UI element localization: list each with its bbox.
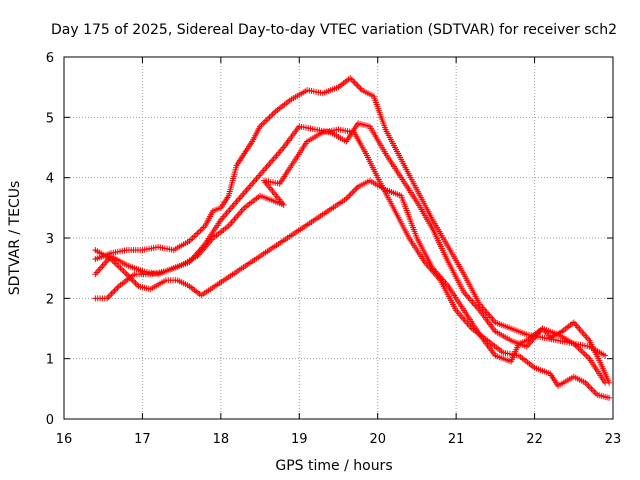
y-tick-label: 4 <box>46 172 54 187</box>
x-tick-label: 21 <box>448 432 465 447</box>
data-point <box>349 189 356 196</box>
data-point <box>583 352 590 359</box>
data-point <box>352 186 359 193</box>
x-tick-label: 16 <box>56 432 73 447</box>
data-point <box>261 118 268 125</box>
data-point <box>131 278 138 285</box>
data-point <box>356 84 363 91</box>
data-point <box>577 346 584 353</box>
x-tick-label: 22 <box>526 432 543 447</box>
data-point <box>192 231 199 238</box>
x-tick-label: 18 <box>213 432 230 447</box>
grid <box>64 57 613 419</box>
y-tick-label: 3 <box>46 232 54 247</box>
data-point <box>591 388 598 395</box>
data-point <box>120 268 127 275</box>
data-point <box>346 192 353 199</box>
data-points <box>92 75 613 401</box>
data-point <box>189 235 196 241</box>
tick-marks <box>63 56 614 420</box>
data-point <box>344 194 351 201</box>
data-point <box>348 76 355 83</box>
data-point <box>111 259 118 266</box>
data-point <box>122 269 129 276</box>
data-point <box>606 379 613 386</box>
x-tick-label: 20 <box>369 432 386 447</box>
data-point <box>107 292 114 299</box>
data-point <box>269 111 276 118</box>
data-point <box>271 109 278 116</box>
data-point <box>266 114 273 121</box>
data-point <box>112 286 119 293</box>
data-point <box>110 289 117 296</box>
data-point <box>584 354 591 361</box>
data-point <box>199 225 206 232</box>
series-track-c <box>92 126 613 401</box>
x-axis-label: GPS time / hours <box>275 458 392 474</box>
data-point <box>581 351 588 358</box>
data-point <box>589 387 596 394</box>
y-tick-label: 6 <box>46 51 54 66</box>
data-point <box>119 266 126 273</box>
data-point <box>197 227 204 234</box>
data-point <box>354 82 361 89</box>
data-point <box>602 352 609 359</box>
data-point <box>588 385 595 392</box>
chart-title: Day 175 of 2025, Sidereal Day-to-day VTE… <box>51 22 617 38</box>
data-point <box>191 233 198 240</box>
y-tick-label: 2 <box>46 292 54 307</box>
data-point <box>351 79 358 86</box>
x-tick-label: 23 <box>605 432 622 447</box>
data-point <box>111 287 118 294</box>
data-point <box>268 112 275 119</box>
x-tick-label: 19 <box>291 432 308 447</box>
series-track-a <box>92 75 609 359</box>
y-tick-label: 0 <box>46 413 54 428</box>
y-tick-label: 1 <box>46 353 54 368</box>
data-point <box>347 191 354 198</box>
data-point <box>195 228 202 235</box>
data-point <box>578 348 585 355</box>
data-point <box>194 230 201 237</box>
data-point <box>132 280 139 287</box>
y-tick-label: 5 <box>46 111 54 126</box>
data-point <box>188 236 195 243</box>
data-point <box>264 115 271 122</box>
data-point <box>580 349 587 356</box>
data-point <box>123 271 130 278</box>
data-point <box>586 384 593 391</box>
data-point <box>260 120 267 127</box>
data-point <box>114 284 121 291</box>
data-point <box>585 382 592 389</box>
y-axis-label: SDTVAR / TECUs <box>7 181 23 296</box>
data-point <box>117 265 124 272</box>
series-track-b <box>92 120 609 386</box>
series-track-d <box>92 177 613 386</box>
data-point <box>114 262 121 269</box>
data-point <box>353 81 360 88</box>
data-point <box>263 117 270 124</box>
data-point <box>105 293 112 300</box>
data-point <box>350 188 357 195</box>
data-point <box>606 394 613 401</box>
x-tick-label: 17 <box>134 432 151 447</box>
data-point <box>108 290 115 297</box>
